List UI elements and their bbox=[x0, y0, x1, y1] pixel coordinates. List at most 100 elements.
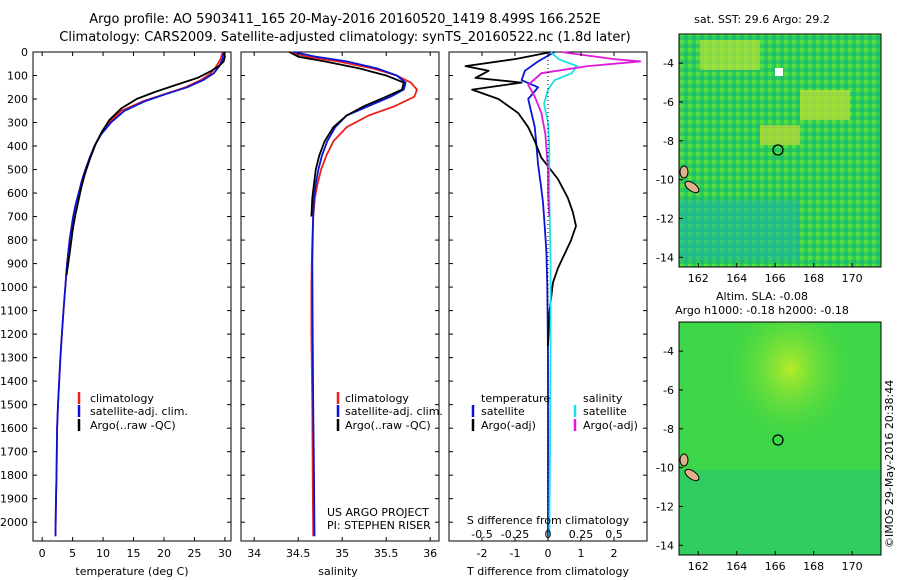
sla-map bbox=[678, 321, 882, 556]
map-x-tick-label: 166 bbox=[765, 272, 786, 285]
difference-series bbox=[464, 51, 642, 537]
depth-tick-label: 100 bbox=[7, 70, 28, 83]
map-y-tick-label: -14 bbox=[656, 539, 674, 552]
sla-map-blob bbox=[679, 322, 881, 555]
temperature-legend: climatology satellite-adj. clim. Argo(..… bbox=[77, 392, 188, 432]
map-x-tick-label: 170 bbox=[842, 560, 863, 573]
argo-position-marker bbox=[772, 434, 784, 446]
map-x-tick-label: 164 bbox=[726, 560, 747, 573]
series-line-s-satellite bbox=[543, 51, 578, 537]
map-x-tick-label: 170 bbox=[842, 272, 863, 285]
map-y-tick-label: -10 bbox=[656, 174, 674, 187]
sst-map-title: sat. SST: 29.6 Argo: 29.2 bbox=[694, 13, 830, 26]
island bbox=[679, 165, 689, 179]
salinity-series bbox=[288, 51, 418, 537]
series-line-s-argo-adj bbox=[527, 51, 642, 217]
map-x-tick-label: 162 bbox=[688, 560, 709, 573]
imos-stamp: ©IMOS 29-May-2016 20:38:44 bbox=[883, 380, 896, 548]
depth-tick-label: 800 bbox=[7, 234, 28, 247]
x-tick-label: 2 bbox=[611, 547, 618, 560]
depth-tick-label: 1200 bbox=[0, 328, 28, 341]
x-tick-label-top: 0.5 bbox=[605, 528, 623, 541]
map-y-tick-label: -4 bbox=[663, 57, 674, 70]
depth-tick-label: 300 bbox=[7, 117, 28, 130]
legend-heading-temperature: temperature bbox=[481, 392, 550, 405]
series-line-argo-raw-qc bbox=[288, 51, 405, 217]
island bbox=[684, 180, 700, 194]
sst-map-frame bbox=[678, 33, 882, 268]
sst-warm-patch bbox=[800, 90, 850, 120]
temperature-panel-frame bbox=[32, 51, 232, 542]
salinity-panel-frame bbox=[240, 51, 440, 542]
series-line-t-satellite bbox=[520, 51, 556, 537]
temperature-x-label: temperature (deg C) bbox=[75, 565, 188, 578]
depth-tick-label: 1100 bbox=[0, 305, 28, 318]
legend-label-climatology: climatology bbox=[90, 392, 154, 405]
depth-tick-label: 900 bbox=[7, 258, 28, 271]
figure-title-line2: Climatology: CARS2009. Satellite-adjuste… bbox=[59, 30, 631, 45]
depth-tick-label: 600 bbox=[7, 187, 28, 200]
x-tick-label: 35 bbox=[335, 547, 349, 560]
salinity-legend: climatology satellite-adj. clim. Argo(..… bbox=[336, 392, 443, 432]
difference-x-label: T difference from climatology bbox=[466, 565, 629, 578]
depth-tick-label: 400 bbox=[7, 140, 28, 153]
sst-warm-patch bbox=[760, 125, 800, 145]
sla-map-frame bbox=[678, 321, 882, 556]
x-tick-label: 34 bbox=[247, 547, 261, 560]
x-tick-label: 34.5 bbox=[286, 547, 311, 560]
sla-map-ticks: 162 164 166 168 170 -4 -6 -8 -10 -12 -14 bbox=[656, 345, 863, 573]
figure-title-line1: Argo profile: AO 5903411_165 20-May-2016… bbox=[89, 12, 601, 27]
x-tick-label: 20 bbox=[157, 547, 171, 560]
map-x-tick-label: 168 bbox=[803, 272, 824, 285]
series-line-satellite-adj-clim bbox=[54, 51, 225, 537]
x-tick-label: 30 bbox=[218, 547, 232, 560]
x-tick-label: 0 bbox=[545, 547, 552, 560]
legend-label-satellite: satellite-adj. clim. bbox=[345, 405, 443, 418]
map-y-tick-label: -4 bbox=[663, 345, 674, 358]
x-tick-label-top: 0.25 bbox=[569, 528, 594, 541]
x-tick-label: 15 bbox=[127, 547, 141, 560]
series-line-t-argo-adj bbox=[464, 51, 577, 346]
map-x-tick-label: 164 bbox=[726, 272, 747, 285]
difference-top-x-label: S difference from climatology bbox=[467, 514, 630, 527]
x-tick-label: 25 bbox=[187, 547, 201, 560]
map-y-tick-label: -14 bbox=[656, 251, 674, 264]
legend-heading-salinity: salinity bbox=[583, 392, 623, 405]
depth-tick-label: 1300 bbox=[0, 352, 28, 365]
legend-label-argo: Argo(..raw -QC) bbox=[90, 419, 176, 432]
pi-credit: PI: STEPHEN RISER bbox=[327, 519, 431, 532]
map-y-tick-label: -6 bbox=[663, 384, 674, 397]
map-y-tick-label: -12 bbox=[656, 500, 674, 513]
sst-data-gap bbox=[775, 68, 783, 76]
x-tick-label: 0 bbox=[39, 547, 46, 560]
x-tick-label-top: -0.25 bbox=[501, 528, 529, 541]
map-x-tick-label: 166 bbox=[765, 560, 786, 573]
temperature-series bbox=[54, 51, 226, 537]
x-tick-label: 10 bbox=[96, 547, 110, 560]
map-y-tick-label: -12 bbox=[656, 212, 674, 225]
depth-tick-label: 0 bbox=[21, 46, 28, 59]
x-tick-label: 5 bbox=[69, 547, 76, 560]
depth-tick-label: 1900 bbox=[0, 493, 28, 506]
x-tick-label-top: -0.5 bbox=[471, 528, 492, 541]
series-line-satellite-adj-clim bbox=[293, 51, 407, 537]
x-axis-ticks: 0 5 10 15 20 25 30 34 34.5 35 35.5 36 -2 -1 0 1 2 -0.5 -0.… bbox=[39, 52, 623, 560]
depth-axis: 0 100 200 300 400 500 600 700 800 900 1000 1100 1200… bbox=[0, 46, 647, 529]
depth-tick-label: 500 bbox=[7, 164, 28, 177]
depth-tick-label: 1600 bbox=[0, 422, 28, 435]
difference-legend: temperature satellite Argo(-adj) salinit… bbox=[471, 392, 638, 432]
legend-label-climatology: climatology bbox=[345, 392, 409, 405]
depth-tick-label: 1800 bbox=[0, 469, 28, 482]
series-line-argo-raw-qc bbox=[65, 51, 226, 276]
depth-tick-label: 700 bbox=[7, 211, 28, 224]
x-tick-label-top: 0 bbox=[545, 528, 552, 541]
legend-label-t-argo: Argo(-adj) bbox=[481, 419, 536, 432]
sla-map-subtitle: Argo h1000: -0.18 h2000: -0.18 bbox=[675, 304, 849, 317]
argo-position-marker bbox=[772, 144, 784, 156]
legend-label-argo: Argo(..raw -QC) bbox=[345, 419, 431, 432]
map-y-tick-label: -6 bbox=[663, 96, 674, 109]
x-tick-label: 1 bbox=[578, 547, 585, 560]
series-line-climatology bbox=[289, 51, 418, 537]
island bbox=[684, 468, 700, 482]
